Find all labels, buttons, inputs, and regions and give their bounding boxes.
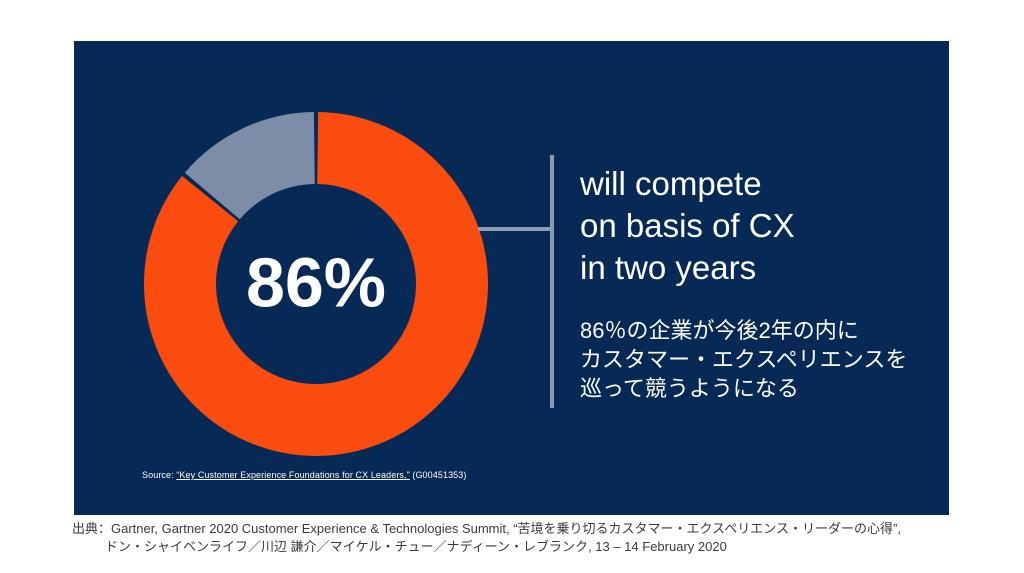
citation-line-1: 出典：Gartner, Gartner 2020 Customer Experi… xyxy=(72,521,901,536)
slide: 86% will compete on basis of CX in two y… xyxy=(74,41,949,515)
callout-connector-horizontal xyxy=(478,227,554,231)
callout-connector-vertical xyxy=(550,155,554,408)
donut-segment-0 xyxy=(144,112,488,456)
headline-english: will compete on basis of CX in two years xyxy=(580,165,795,286)
headline-japanese: 86％の企業が今後2年の内に カスタマー・エクスペリエンスを 巡って競うようにな… xyxy=(580,318,908,401)
citation-line-2: ドン・シャイベンライフ／川辺 謙介／マイケル・チュー／ナディーン・レブランク, … xyxy=(105,539,727,554)
donut-svg xyxy=(144,112,488,456)
source-note: Source: “Key Customer Experience Foundat… xyxy=(142,470,467,480)
donut-chart: 86% xyxy=(136,104,496,464)
source-prefix: Source: xyxy=(142,470,177,480)
citation-caption: 出典：Gartner, Gartner 2020 Customer Experi… xyxy=(72,520,901,556)
donut-center-label: 86% xyxy=(245,243,387,322)
source-suffix: (G00451353) xyxy=(409,470,467,480)
source-link[interactable]: “Key Customer Experience Foundations for… xyxy=(176,470,410,480)
